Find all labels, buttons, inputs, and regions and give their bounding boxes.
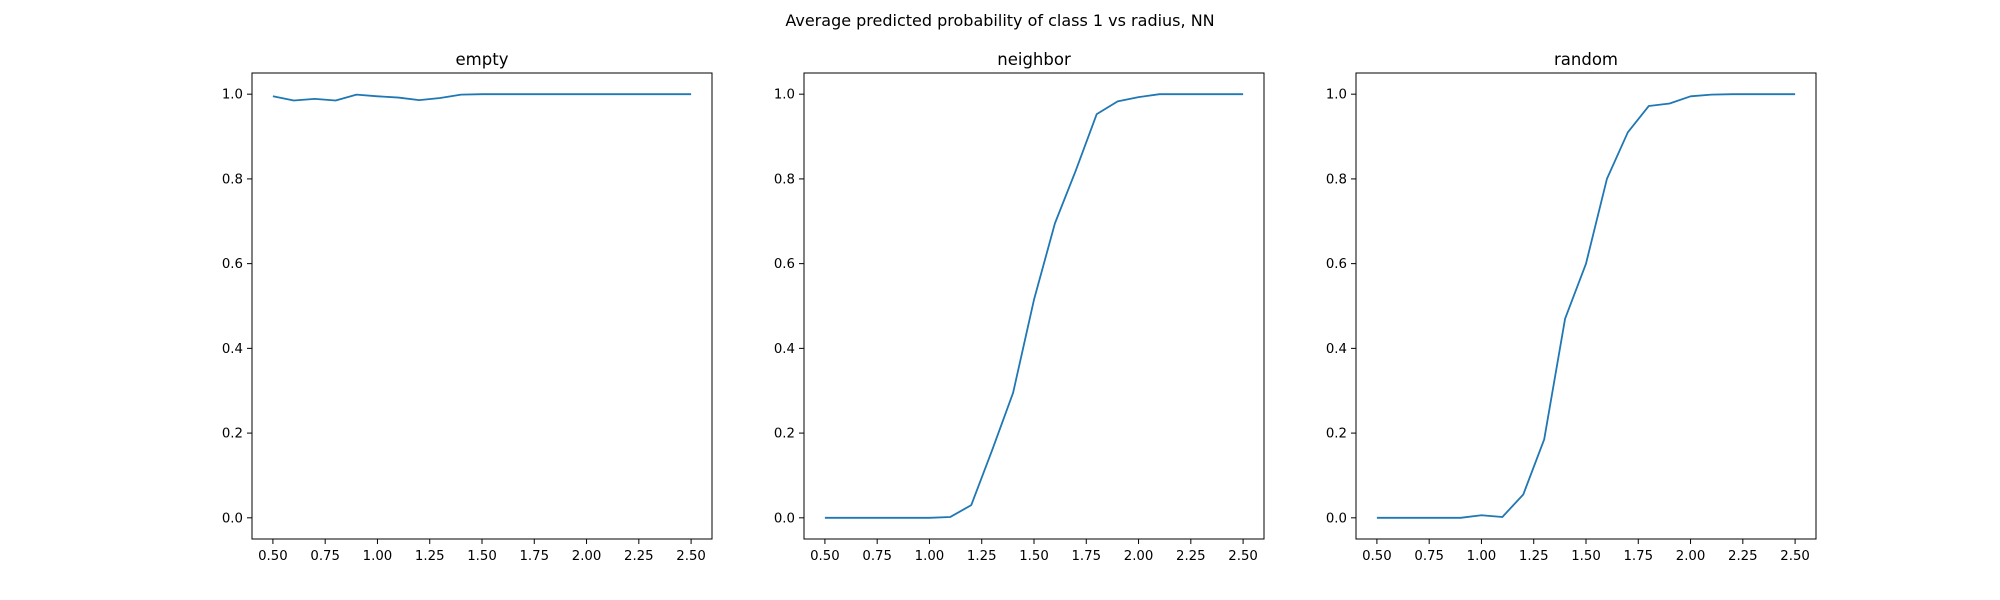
x-tick-label: 2.25 [624,549,654,564]
x-tick-label: 2.25 [1728,549,1758,564]
series-line [272,93,692,102]
x-tick-label: 1.75 [519,549,549,564]
x-tick-label: 0.75 [862,549,892,564]
y-tick-label: 0.0 [774,511,795,526]
x-tick-label: 2.50 [1780,549,1810,564]
x-tick-label: 2.25 [1176,549,1206,564]
x-tick-label: 1.25 [1519,549,1549,564]
y-tick-label: 0.8 [1326,172,1347,187]
x-tick-label: 0.50 [1362,549,1392,564]
x-tick-label: 0.75 [310,549,340,564]
subplot-title: neighbor [997,50,1071,69]
y-tick-label: 0.4 [1326,342,1347,357]
x-tick-label: 1.75 [1623,549,1653,564]
y-tick-label: 0.2 [774,427,795,442]
figure-title: Average predicted probability of class 1… [785,11,1214,30]
x-tick-label: 2.00 [572,549,602,564]
x-tick-label: 0.50 [810,549,840,564]
y-tick-label: 0.2 [1326,427,1347,442]
y-tick-label: 0.6 [1326,257,1347,272]
y-tick-label: 0.0 [1326,511,1347,526]
y-tick-label: 0.8 [774,172,795,187]
y-tick-label: 0.0 [222,511,243,526]
x-tick-label: 1.25 [967,549,997,564]
y-tick-label: 0.8 [222,172,243,187]
axes-frame [803,72,1265,540]
series-line [824,93,1244,519]
series-line [1376,93,1796,519]
x-tick-label: 1.75 [1071,549,1101,564]
x-tick-label: 2.50 [676,549,706,564]
x-tick-label: 0.75 [1414,549,1444,564]
subplot-neighbor: neighbor 0.50 0.75 1.00 1.25 1.50 1.75 2.00 2.25… [774,50,1265,564]
axes-frame [1355,72,1817,540]
x-tick-label: 0.50 [258,549,288,564]
x-tick-label: 1.50 [467,549,497,564]
y-tick-label: 1.0 [222,88,243,103]
subplot-panels: empty 0.50 0.75 1.00 1.25 1.50 1.75 2.00 2.25 2.5… [222,50,1817,564]
x-tick-label: 1.00 [915,549,945,564]
axes-frame [251,72,713,540]
x-tick-label: 1.00 [1467,549,1497,564]
y-tick-label: 0.6 [222,257,243,272]
subplot-title: empty [456,50,509,69]
x-tick-label: 1.25 [415,549,445,564]
x-tick-label: 1.50 [1571,549,1601,564]
y-tick-label: 0.2 [222,427,243,442]
y-tick-label: 0.6 [774,257,795,272]
x-tick-label: 2.00 [1676,549,1706,564]
x-tick-label: 2.00 [1124,549,1154,564]
x-tick-label: 1.00 [363,549,393,564]
subplot-empty: empty 0.50 0.75 1.00 1.25 1.50 1.75 2.00 2.25 2.5… [222,50,713,564]
subplot-title: random [1554,50,1618,69]
y-tick-label: 0.4 [222,342,243,357]
y-tick-label: 0.4 [774,342,795,357]
x-tick-label: 2.50 [1228,549,1258,564]
y-tick-label: 1.0 [1326,88,1347,103]
y-tick-label: 1.0 [774,88,795,103]
subplot-random: random 0.50 0.75 1.00 1.25 1.50 1.75 2.00 2.25 2.… [1326,50,1817,564]
x-tick-label: 1.50 [1019,549,1049,564]
